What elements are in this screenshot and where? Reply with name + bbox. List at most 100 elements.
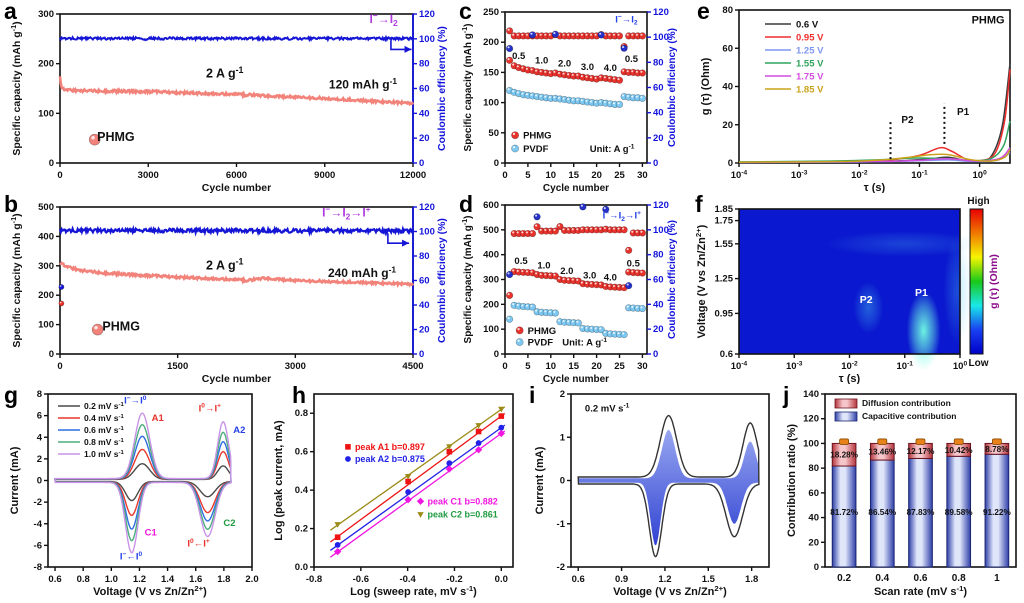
chart-host-e: 10-4​ 10-3​ 10-2​ 10-1​ 100​ 0 20 40 60 80 τ (s) g …: [687, 0, 1024, 194]
panel-letter-i: i: [529, 382, 536, 408]
svg-text:-0.6: -0.6: [353, 574, 369, 585]
svg-text:600: 600: [483, 200, 499, 211]
svg-text:40: 40: [419, 300, 430, 311]
svg-text:-4: -4: [34, 519, 43, 530]
svg-text:Coulombic efficiency (%): Coulombic efficiency (%): [667, 28, 678, 147]
svg-text:30: 30: [637, 361, 648, 372]
svg-text:200: 200: [483, 37, 499, 48]
svg-text:0.0: 0.0: [295, 562, 308, 573]
svg-text:4.0: 4.0: [604, 273, 617, 284]
svg-text:100: 100: [483, 324, 499, 335]
svg-text:120: 120: [653, 7, 669, 18]
svg-text:peak A1 b=0.897: peak A1 b=0.897: [355, 442, 425, 452]
svg-text:81.72%: 81.72%: [830, 508, 858, 517]
svg-text:40: 40: [653, 299, 664, 310]
svg-text:0.5: 0.5: [627, 259, 641, 270]
svg-text:300: 300: [38, 261, 54, 272]
svg-text:I−​←I0​: I−​←I0​: [120, 551, 143, 563]
svg-text:0: 0: [419, 349, 424, 360]
svg-text:1.8: 1.8: [217, 574, 230, 585]
svg-text:20: 20: [419, 325, 430, 336]
svg-text:0.8 mV s-1​: 0.8 mV s-1​: [84, 437, 124, 447]
svg-text:1.8: 1.8: [745, 574, 758, 585]
chart-host-h: -0.8 -0.6 -0.4 -0.2 0.0 0.0 0.2 0.4 0.6 0.8 Log (s…: [262, 384, 525, 603]
svg-text:Specific capacity (mAh g-1​): Specific capacity (mAh g-1​): [9, 21, 23, 155]
svg-text:Cycle number: Cycle number: [543, 183, 609, 193]
svg-text:Voltage (V vs Zn/Zn2+​): Voltage (V vs Zn/Zn2+​): [93, 584, 207, 598]
svg-text:0.4: 0.4: [875, 573, 889, 584]
svg-text:0.8: 0.8: [295, 408, 308, 419]
svg-text:g (τ) (Ohm): g (τ) (Ohm): [700, 57, 712, 115]
chart-host-g: 0.6 0.8 1.0 1.2 1.4 1.6 1.8 2.0 -8 -6 -4 -2 0 2 4 6 8 Vol…: [0, 384, 262, 603]
panel-letter-d: d: [459, 191, 474, 217]
svg-text:140: 140: [803, 389, 819, 400]
svg-text:2: 2: [560, 389, 565, 400]
svg-text:60: 60: [722, 43, 733, 54]
chart-d: 0 5 10 15 20 25 300100200300400500600020406080…: [462, 200, 678, 385]
svg-text:Unit: A g-1​: Unit: A g-1​: [562, 337, 607, 349]
svg-text:200: 200: [483, 299, 499, 310]
svg-text:0: 0: [653, 158, 658, 169]
svg-text:10.42%: 10.42%: [945, 446, 973, 455]
svg-text:I−​→I2​→I+​: I−​→I2​→I+​: [322, 204, 371, 222]
svg-text:150: 150: [483, 67, 499, 78]
svg-text:10-3​: 10-3​: [791, 169, 808, 181]
panel-h: h -0.8 -0.6 -0.4 -0.2 0.0 0.0 0.2 0.4 0.6 0.8 Log …: [262, 384, 525, 603]
chart-host-f: P2 P1 10-4​ 10-3​ 10-2​ 10-1​ 100​ 0.6 0.95 1.25 1…: [687, 193, 1024, 385]
svg-text:15: 15: [568, 361, 579, 372]
svg-text:I−​→I0​: I−​→I0​: [124, 395, 147, 407]
svg-text:Specific capacity (mAh g-1​): Specific capacity (mAh g-1​): [462, 216, 474, 344]
svg-text:PVDF: PVDF: [528, 338, 554, 349]
panel-letter-b: b: [4, 191, 19, 217]
svg-text:0: 0: [37, 476, 42, 487]
svg-text:120: 120: [803, 414, 819, 425]
svg-text:PHMG: PHMG: [523, 131, 552, 142]
svg-text:P1: P1: [915, 287, 928, 299]
svg-text:25: 25: [614, 361, 625, 372]
svg-text:0.9: 0.9: [615, 574, 628, 585]
svg-text:0: 0: [653, 349, 658, 360]
svg-text:0: 0: [57, 170, 62, 181]
svg-text:100: 100: [38, 320, 54, 331]
svg-text:-0.2: -0.2: [446, 574, 462, 585]
svg-text:10-1​: 10-1​: [911, 169, 928, 181]
svg-text:Specific capacity (mAh g-1​): Specific capacity (mAh g-1​): [462, 24, 474, 152]
panel-letter-f: f: [695, 191, 703, 217]
svg-text:0: 0: [49, 349, 54, 360]
svg-text:86.54%: 86.54%: [868, 508, 896, 517]
svg-text:100: 100: [803, 438, 819, 449]
panel-b: b 0 1500 3000 4500 0 100 200 300 400 500 0 20 40 60 80…: [0, 191, 455, 386]
svg-text:I0​→I+​: I0​→I+​: [199, 403, 221, 415]
svg-text:120: 120: [419, 202, 435, 213]
svg-text:0.5: 0.5: [514, 256, 528, 267]
svg-text:10-4​: 10-4​: [731, 169, 748, 181]
svg-text:2.0: 2.0: [560, 266, 573, 277]
svg-text:40: 40: [808, 513, 819, 524]
svg-text:1.25: 1.25: [715, 274, 734, 285]
svg-text:8.78%: 8.78%: [985, 445, 1009, 454]
svg-text:0.6 mV s-1​: 0.6 mV s-1​: [84, 425, 124, 435]
svg-text:Contribution ratio (%): Contribution ratio (%): [786, 424, 798, 537]
panel-letter-g: g: [4, 382, 19, 408]
svg-text:0.8: 0.8: [952, 573, 966, 584]
svg-text:0: 0: [728, 158, 733, 169]
svg-text:400: 400: [483, 250, 499, 261]
chart-host-i: 0.6 0.9 1.2 1.5 1.8 -2 -1 0 1 2 Voltage (V vs Zn/Z…: [525, 384, 779, 603]
svg-text:Scan rate (mV s-1​): Scan rate (mV s-1​): [874, 584, 967, 598]
svg-text:I−​→I2​: I−​→I2​: [615, 14, 638, 27]
svg-text:0.4 mV s-1​: 0.4 mV s-1​: [84, 413, 124, 423]
svg-text:High: High: [967, 196, 989, 207]
svg-text:Log (peak current, mA): Log (peak current, mA): [273, 420, 285, 541]
svg-text:Diffusion contribution: Diffusion contribution: [862, 398, 951, 408]
svg-text:PVDF: PVDF: [523, 144, 549, 155]
svg-text:10: 10: [546, 170, 557, 181]
svg-text:0.2: 0.2: [295, 524, 308, 535]
svg-text:0.6: 0.6: [572, 574, 585, 585]
svg-text:1.2: 1.2: [133, 574, 146, 585]
svg-text:τ (s): τ (s): [839, 373, 861, 384]
svg-text:Cycle number: Cycle number: [202, 182, 271, 193]
svg-text:4: 4: [37, 432, 43, 443]
svg-text:Cycle number: Cycle number: [202, 373, 271, 384]
svg-text:Voltage (V vs Zn/Zn2+​): Voltage (V vs Zn/Zn2+​): [613, 584, 727, 598]
svg-text:Current (mA): Current (mA): [534, 446, 546, 514]
